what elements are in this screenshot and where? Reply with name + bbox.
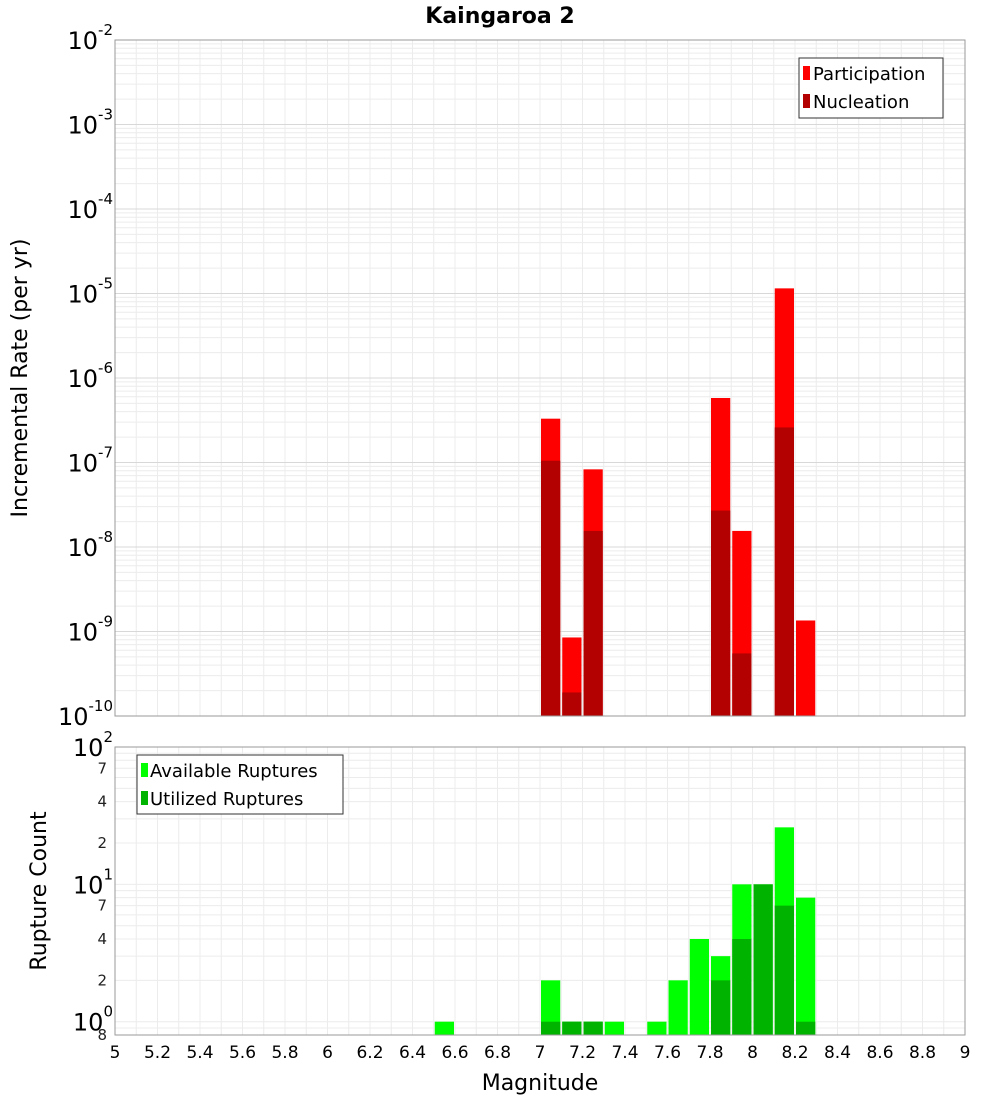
rate-bar-nucleation: [774, 427, 794, 716]
legend-label-nucleation: Nucleation: [813, 92, 909, 113]
x-tick-label: 5.4: [186, 1043, 213, 1063]
count-y-tick-labels: 102 101 100 7 4 2 7 4 2 8: [73, 728, 113, 1044]
count-legend: Available Ruptures Utilized Ruptures: [136, 754, 344, 815]
x-tick-label: 5.2: [144, 1043, 171, 1063]
x-tick-label: 7.4: [611, 1043, 638, 1063]
count-bar-available-ruptures: [434, 1021, 454, 1035]
x-tick-label: 5.6: [229, 1043, 256, 1063]
count-bar-available-ruptures: [647, 1021, 667, 1035]
x-tick-label: 6.2: [356, 1043, 383, 1063]
count-bar-available-ruptures: [668, 980, 688, 1035]
count-legend-box: [136, 754, 344, 815]
rate-y-tick-labels: 10-2 10-3 10-4 10-5 10-6 10-7 10-8 10-9 10-10: [58, 21, 113, 731]
count-bar-utilized-ruptures: [711, 980, 731, 1035]
count-bars: [434, 827, 816, 1035]
x-tick-label: 5.8: [271, 1043, 298, 1063]
x-tick-label: 7.2: [569, 1043, 596, 1063]
y-tick-label: 10-5: [67, 275, 113, 309]
x-tick-labels: 5 5.2 5.4 5.6 5.8 6 6.2 6.4 6.6 6.8 7 7.2 7.4 7.6 7.8 8…: [110, 1043, 971, 1063]
x-tick-label: 7: [535, 1043, 546, 1063]
legend-swatch-participation: [803, 66, 810, 80]
legend-swatch-utilized-ruptures: [141, 791, 148, 805]
x-tick-label: 9: [960, 1043, 971, 1063]
rate-panel: 10-2 10-3 10-4 10-5 10-6 10-7 10-8 10-9 10-10 In…: [8, 21, 966, 731]
count-bar-utilized-ruptures: [541, 1021, 561, 1035]
y-minor-tick-label: 7: [97, 759, 107, 777]
rate-legend-box: [798, 57, 944, 119]
y-minor-tick-label: 7: [97, 897, 107, 915]
count-panel: 102 101 100 7 4 2 7 4 2 8 5 5.2 5.4 5.6 5.8 6 6.2 6.4 6.6…: [27, 728, 970, 1096]
x-axis-label: Magnitude: [482, 1071, 599, 1096]
count-bar-available-ruptures: [689, 939, 709, 1035]
rate-plot-frame: [114, 39, 966, 717]
x-tick-label: 6.8: [484, 1043, 511, 1063]
x-tick-label: 6.4: [399, 1043, 426, 1063]
y-tick-label: 10-7: [67, 444, 113, 478]
count-bar-available-ruptures: [796, 897, 816, 1035]
rate-bar-nucleation: [732, 653, 752, 716]
legend-label-available-ruptures: Available Ruptures: [150, 761, 318, 782]
x-tick-label: 7.8: [696, 1043, 723, 1063]
legend-swatch-nucleation: [803, 94, 810, 108]
rate-bar-nucleation: [711, 510, 731, 716]
x-tick-label: 8: [747, 1043, 758, 1063]
rate-legend: Participation Nucleation: [798, 57, 944, 119]
y-tick-label: 10-2: [67, 21, 113, 55]
y-tick-label: 10-10: [58, 697, 113, 731]
count-bar-utilized-ruptures: [583, 1021, 603, 1035]
y-tick-label: 10-6: [67, 359, 113, 393]
count-plot-frame: [114, 746, 966, 1036]
rate-bar-nucleation: [562, 692, 582, 716]
y-tick-label: 101: [73, 865, 113, 899]
x-tick-label: 8.6: [866, 1043, 893, 1063]
rate-bars: [541, 288, 816, 716]
y-tick-label: 10-9: [67, 613, 113, 647]
count-bar-utilized-ruptures: [732, 939, 752, 1035]
rate-bar-nucleation: [583, 530, 603, 716]
chart-title: Kaingaroa 2: [425, 4, 574, 29]
rate-gridlines: [114, 40, 966, 717]
count-bar-utilized-ruptures: [796, 1021, 816, 1035]
y-minor-tick-label: 4: [97, 930, 107, 948]
count-bar-utilized-ruptures: [753, 884, 773, 1035]
x-tick-label: 5: [110, 1043, 121, 1063]
rate-bar-nucleation: [541, 460, 561, 716]
x-tick-label: 8.8: [909, 1043, 936, 1063]
y-minor-tick-label: 2: [97, 834, 107, 852]
count-bar-utilized-ruptures: [774, 905, 794, 1035]
x-tick-label: 6: [322, 1043, 333, 1063]
legend-swatch-available-ruptures: [141, 763, 148, 777]
count-bar-utilized-ruptures: [562, 1021, 582, 1035]
x-tick-label: 8.2: [781, 1043, 808, 1063]
count-bar-available-ruptures: [604, 1021, 624, 1035]
y-tick-label: 102: [73, 728, 113, 762]
count-y-axis-label: Rupture Count: [27, 811, 52, 971]
y-tick-label: 100: [73, 1003, 113, 1037]
x-tick-label: 8.4: [824, 1043, 851, 1063]
y-tick-label: 10-4: [67, 190, 113, 224]
y-tick-label: 10-3: [67, 106, 113, 140]
y-minor-tick-label: 8: [97, 1026, 107, 1044]
legend-label-participation: Participation: [813, 64, 925, 85]
x-tick-label: 7.6: [654, 1043, 681, 1063]
y-tick-label: 10-8: [67, 528, 113, 562]
count-bar-available-ruptures: [541, 980, 561, 1035]
legend-label-utilized-ruptures: Utilized Ruptures: [150, 789, 303, 810]
y-minor-tick-label: 2: [97, 971, 107, 989]
y-minor-tick-label: 4: [97, 793, 107, 811]
x-tick-label: 6.6: [441, 1043, 468, 1063]
rate-y-axis-label: Incremental Rate (per yr): [8, 239, 33, 518]
rate-bar-participation: [796, 620, 816, 716]
